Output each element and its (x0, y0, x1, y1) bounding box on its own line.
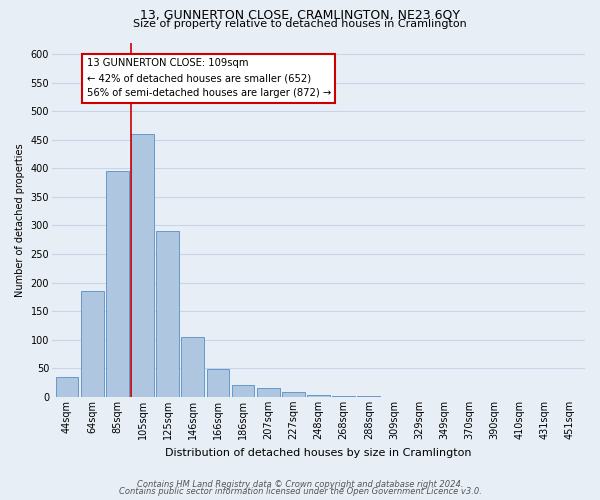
Text: 13, GUNNERTON CLOSE, CRAMLINGTON, NE23 6QY: 13, GUNNERTON CLOSE, CRAMLINGTON, NE23 6… (140, 9, 460, 22)
Text: Contains HM Land Registry data © Crown copyright and database right 2024.: Contains HM Land Registry data © Crown c… (137, 480, 463, 489)
Text: Size of property relative to detached houses in Cramlington: Size of property relative to detached ho… (133, 19, 467, 29)
Bar (232, 386, 254, 397)
Bar (181, 337, 204, 397)
Bar (206, 370, 229, 397)
Bar (332, 396, 355, 397)
Y-axis label: Number of detached properties: Number of detached properties (15, 143, 25, 296)
X-axis label: Distribution of detached houses by size in Cramlington: Distribution of detached houses by size … (165, 448, 472, 458)
Text: 13 GUNNERTON CLOSE: 109sqm
← 42% of detached houses are smaller (652)
56% of sem: 13 GUNNERTON CLOSE: 109sqm ← 42% of deta… (86, 58, 331, 98)
Bar (157, 231, 179, 397)
Bar (358, 396, 380, 397)
Text: Contains public sector information licensed under the Open Government Licence v3: Contains public sector information licen… (119, 488, 481, 496)
Bar (106, 171, 128, 397)
Bar (131, 134, 154, 397)
Bar (81, 291, 104, 397)
Bar (56, 377, 79, 397)
Bar (307, 395, 330, 397)
Bar (257, 388, 280, 397)
Bar (282, 392, 305, 397)
